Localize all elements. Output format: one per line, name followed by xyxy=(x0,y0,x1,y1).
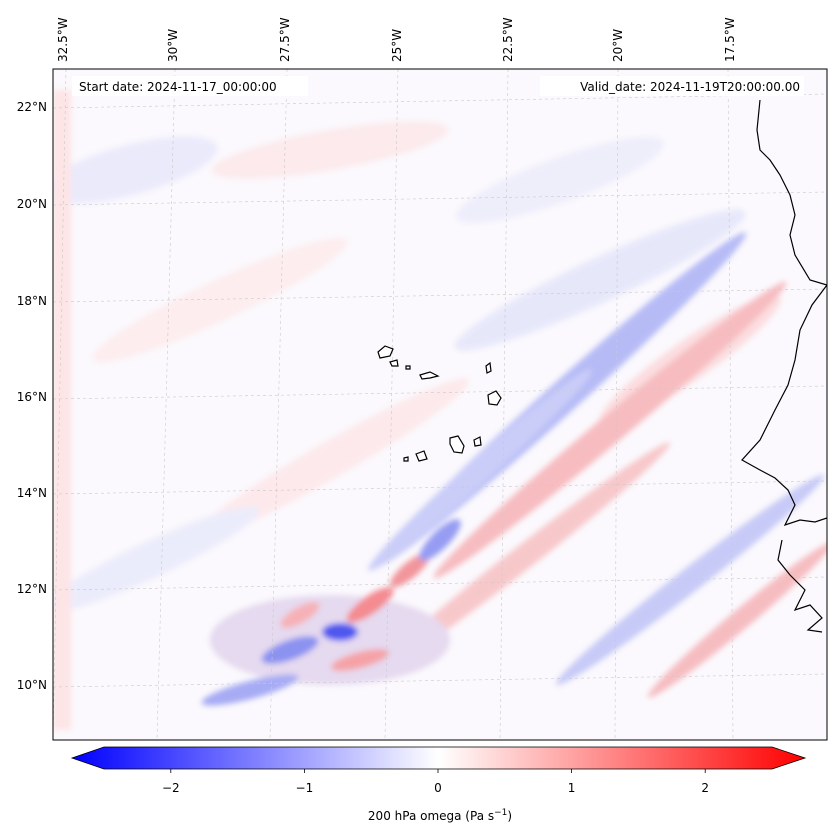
lat-label: 10°N xyxy=(17,678,47,692)
colorbar-label: 200 hPa omega (Pa s−1) xyxy=(368,808,512,823)
omega-field xyxy=(53,69,827,740)
latitude-labels: 22°N 20°N 18°N 16°N 14°N 12°N 10°N xyxy=(17,100,47,692)
colorbar-tick-label: 1 xyxy=(568,781,576,795)
colorbar-tick-label: 0 xyxy=(434,781,442,795)
cape-verde-islands xyxy=(377,345,502,462)
valid-date-label: Valid_date: 2024-11-19T20:00:00.00 xyxy=(580,80,800,94)
colorbar: −2 −1 0 1 2 200 hPa omega (Pa s−1) xyxy=(70,746,807,823)
lon-label: 27.5°W xyxy=(278,17,292,62)
colorbar-tick-label: −2 xyxy=(162,781,180,795)
colorbar-ticks: −2 −1 0 1 2 xyxy=(162,769,709,795)
coastline xyxy=(741,99,827,633)
lon-label: 25°W xyxy=(390,29,404,62)
lon-label: 20°W xyxy=(611,29,625,62)
gridlines xyxy=(53,69,827,740)
lat-label: 20°N xyxy=(17,197,47,211)
colorbar-tick-label: −1 xyxy=(296,781,314,795)
lon-label: 32.5°W xyxy=(56,17,70,62)
lat-label: 18°N xyxy=(17,294,47,308)
lon-label: 22.5°W xyxy=(501,17,515,62)
lat-label: 14°N xyxy=(17,486,47,500)
colorbar-tick-label: 2 xyxy=(701,781,709,795)
lon-label: 30°W xyxy=(166,29,180,62)
lat-label: 22°N xyxy=(17,100,47,114)
start-date-label: Start date: 2024-11-17_00:00:00 xyxy=(79,80,277,94)
lat-label: 16°N xyxy=(17,390,47,404)
longitude-labels: 32.5°W 30°W 27.5°W 25°W 22.5°W 20°W 17.5… xyxy=(56,17,737,62)
valid-date-box xyxy=(540,76,804,96)
map-frame xyxy=(52,68,828,741)
start-date-box xyxy=(72,76,308,96)
lon-label: 17.5°W xyxy=(723,17,737,62)
lat-label: 12°N xyxy=(17,582,47,596)
colorbar-bar xyxy=(70,746,807,770)
